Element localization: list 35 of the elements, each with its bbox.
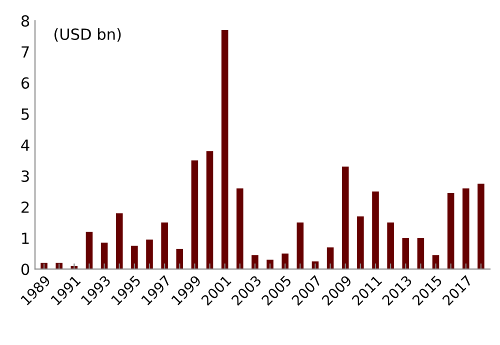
y-tick-label: 6 bbox=[21, 77, 30, 89]
y-tick-label: 2 bbox=[22, 201, 29, 213]
bar bbox=[191, 160, 198, 270]
bar bbox=[221, 30, 228, 270]
bar bbox=[447, 193, 454, 270]
bar bbox=[146, 240, 153, 270]
bar bbox=[236, 188, 244, 270]
bar bbox=[100, 242, 108, 270]
y-tick-label: 3 bbox=[22, 170, 29, 182]
annotation: (USD bn) bbox=[54, 28, 121, 42]
bar bbox=[462, 188, 470, 270]
bar bbox=[161, 222, 168, 270]
y-tick-label: 0 bbox=[21, 264, 30, 276]
bar bbox=[387, 222, 394, 270]
bar bbox=[296, 222, 304, 270]
bar bbox=[206, 151, 214, 270]
bar bbox=[372, 191, 379, 270]
y-tick-label: 4 bbox=[21, 140, 30, 151]
bar bbox=[116, 213, 123, 270]
bar bbox=[357, 216, 364, 270]
y-tick-label: 1 bbox=[22, 232, 29, 244]
bar bbox=[86, 232, 93, 270]
y-tick-label: 5 bbox=[22, 108, 29, 120]
y-tick-label: 8 bbox=[21, 15, 30, 27]
y-tick-label: 7 bbox=[22, 46, 29, 58]
bar bbox=[417, 238, 424, 270]
bar bbox=[402, 238, 410, 270]
bar bbox=[478, 184, 484, 270]
bar bbox=[252, 255, 258, 270]
bar bbox=[282, 254, 288, 270]
bar bbox=[342, 166, 349, 270]
bar bbox=[131, 246, 138, 270]
bar bbox=[326, 247, 334, 270]
bar bbox=[266, 260, 274, 270]
bar bbox=[176, 248, 184, 270]
